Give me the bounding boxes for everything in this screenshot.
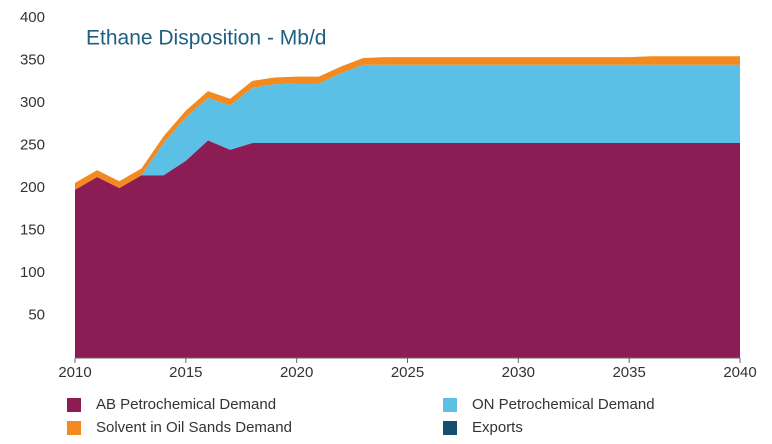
legend-label: Solvent in Oil Sands Demand <box>96 419 292 436</box>
legend-label: AB Petrochemical Demand <box>96 396 276 413</box>
legend-swatch <box>443 398 457 412</box>
x-tick-label: 2035 <box>612 364 645 381</box>
legend-label: Exports <box>472 419 523 436</box>
legend-label: ON Petrochemical Demand <box>472 396 655 413</box>
y-tick-label: 100 <box>20 264 45 281</box>
x-tick-label: 2010 <box>58 364 91 381</box>
area <box>75 140 740 358</box>
area <box>75 64 740 190</box>
legend-swatch <box>67 421 81 435</box>
y-tick-label: 400 <box>20 9 45 26</box>
legend-swatch <box>67 398 81 412</box>
x-tick-label: 2020 <box>280 364 313 381</box>
x-tick-label: 2025 <box>391 364 424 381</box>
legend-swatch <box>443 421 457 435</box>
y-tick-label: 50 <box>28 306 45 323</box>
y-tick-label: 200 <box>20 179 45 196</box>
x-tick-label: 2030 <box>502 364 535 381</box>
y-tick-label: 250 <box>20 136 45 153</box>
y-tick-label: 150 <box>20 221 45 238</box>
chart-title: Ethane Disposition - Mb/d <box>86 27 326 50</box>
x-tick-label: 2040 <box>723 364 756 381</box>
y-tick-label: 300 <box>20 94 45 111</box>
y-tick-label: 350 <box>20 51 45 68</box>
x-tick-label: 2015 <box>169 364 202 381</box>
